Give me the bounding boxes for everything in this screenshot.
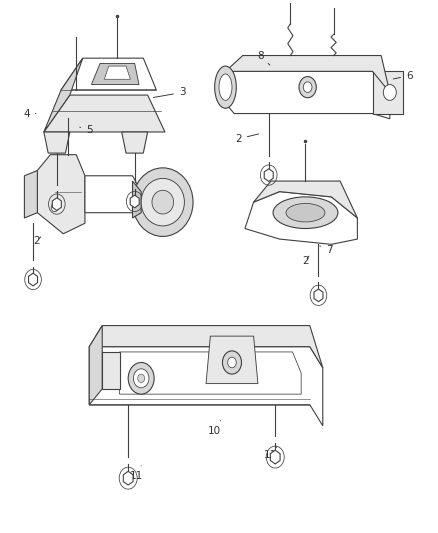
Polygon shape — [92, 63, 139, 85]
Text: 1: 1 — [311, 203, 322, 213]
Polygon shape — [226, 55, 390, 92]
Circle shape — [128, 362, 154, 394]
Ellipse shape — [133, 168, 193, 237]
Circle shape — [304, 82, 312, 92]
Text: 2: 2 — [235, 134, 259, 144]
Text: 2: 2 — [33, 236, 41, 246]
Text: 5: 5 — [80, 125, 92, 135]
Polygon shape — [372, 71, 403, 114]
Circle shape — [138, 374, 145, 383]
Ellipse shape — [152, 190, 173, 214]
Circle shape — [299, 77, 316, 98]
Polygon shape — [85, 176, 141, 213]
Circle shape — [134, 369, 149, 388]
Text: 9: 9 — [138, 194, 168, 204]
Circle shape — [51, 203, 58, 212]
Circle shape — [383, 85, 396, 100]
Text: 2: 2 — [302, 256, 309, 266]
Circle shape — [223, 351, 241, 374]
Polygon shape — [226, 71, 390, 119]
Polygon shape — [44, 132, 70, 153]
Polygon shape — [102, 352, 120, 389]
Polygon shape — [89, 326, 102, 405]
Text: 11: 11 — [130, 466, 144, 481]
Polygon shape — [104, 66, 131, 79]
Ellipse shape — [219, 74, 232, 100]
Polygon shape — [122, 132, 148, 153]
Polygon shape — [254, 181, 357, 218]
Polygon shape — [120, 352, 301, 394]
Text: 8: 8 — [257, 51, 270, 65]
Ellipse shape — [286, 204, 325, 222]
Polygon shape — [245, 191, 357, 244]
Text: 6: 6 — [393, 70, 413, 80]
Text: 11: 11 — [264, 447, 278, 461]
Text: 7: 7 — [320, 245, 332, 255]
Text: 3: 3 — [153, 87, 186, 98]
Polygon shape — [89, 346, 323, 426]
Circle shape — [228, 357, 236, 368]
Polygon shape — [133, 181, 141, 218]
Polygon shape — [37, 155, 85, 234]
Text: 4: 4 — [23, 109, 36, 118]
Text: 10: 10 — [208, 421, 221, 436]
Polygon shape — [25, 171, 37, 218]
Ellipse shape — [273, 197, 338, 229]
Ellipse shape — [141, 179, 184, 226]
Polygon shape — [61, 58, 156, 90]
Polygon shape — [206, 336, 258, 384]
Polygon shape — [44, 58, 83, 132]
Ellipse shape — [215, 66, 236, 108]
Polygon shape — [89, 326, 323, 368]
Polygon shape — [44, 95, 165, 132]
